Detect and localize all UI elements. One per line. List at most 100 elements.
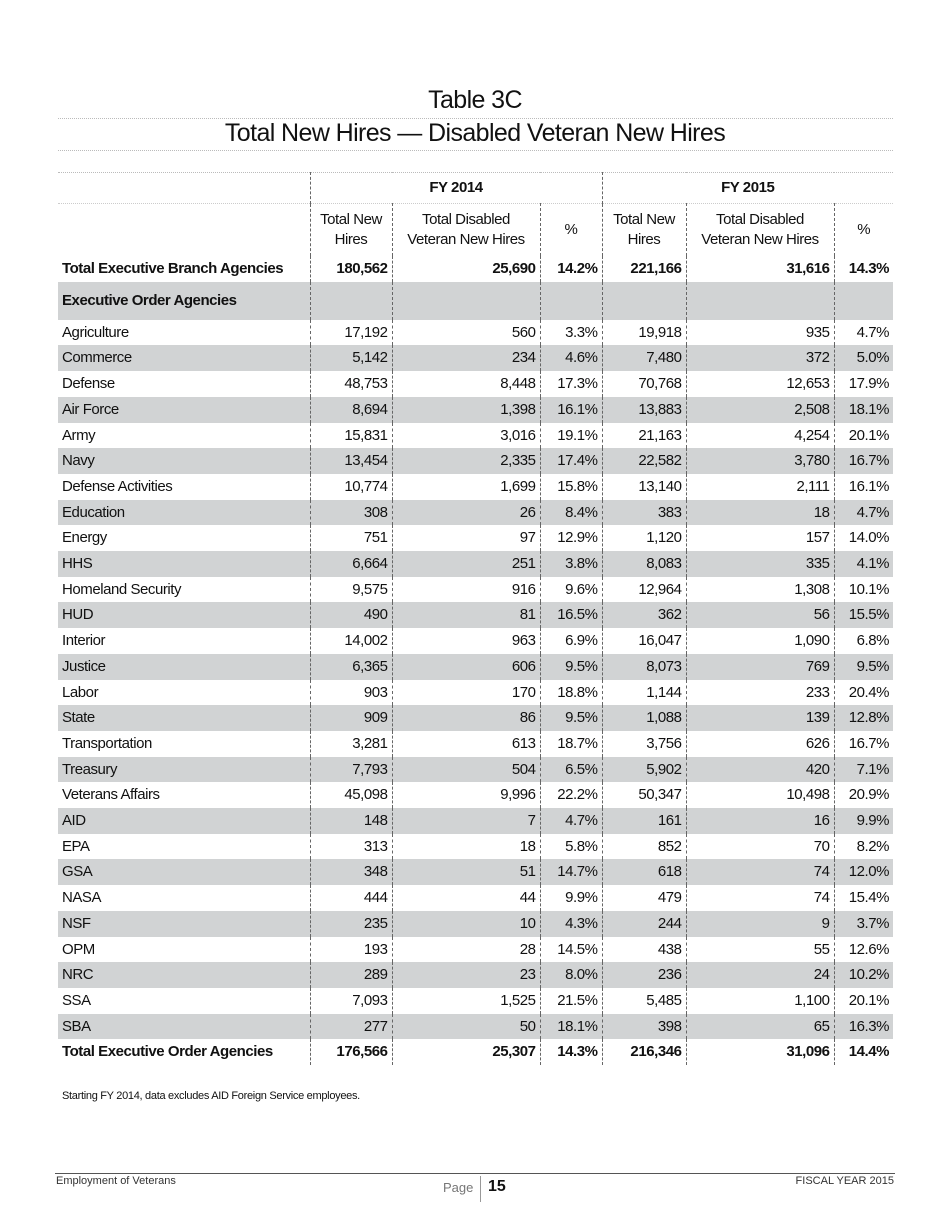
cell-value: 176,566 <box>309 1039 392 1066</box>
cell-value: 56 <box>685 602 834 629</box>
cell-value: 25,690 <box>391 256 540 282</box>
row-label: NASA <box>62 889 102 907</box>
cell-value: 444 <box>309 885 392 911</box>
cell-value: 22.2% <box>539 782 602 809</box>
cell-value: 157 <box>685 525 834 552</box>
row-label: Defense <box>62 375 115 393</box>
cell-value: 4.7% <box>833 499 893 526</box>
cell-value: 14.0% <box>833 525 893 552</box>
cell-value: 490 <box>309 602 392 629</box>
cell-value: 21.5% <box>539 987 602 1014</box>
row-label: Total Executive Branch Agencies <box>62 260 284 277</box>
cell-value: 50,347 <box>601 782 686 809</box>
cell-value: 348 <box>309 859 392 886</box>
cell-value: 1,398 <box>391 396 540 423</box>
cell-value: 9.5% <box>539 705 602 731</box>
cell-value: 1,144 <box>601 679 686 706</box>
cell-value: 70,768 <box>601 371 686 397</box>
cell-value: 16.7% <box>833 448 893 474</box>
cell-value: 16.5% <box>539 602 602 629</box>
footer-right: FISCAL YEAR 2015 <box>795 1175 894 1187</box>
cell-value: 7,093 <box>309 987 392 1014</box>
cell-value: 20.9% <box>833 782 893 809</box>
cell-value: 1,699 <box>391 473 540 500</box>
table-row: SBA 277 50 18.1% 398 65 16.3% <box>58 1013 893 1040</box>
cell-value: 8,448 <box>391 371 540 397</box>
cell-value: 618 <box>601 859 686 886</box>
row-label: Army <box>62 426 96 444</box>
cell-value: 903 <box>309 679 392 706</box>
cell-value: 12.8% <box>833 705 893 731</box>
empty-cell <box>601 281 686 320</box>
cell-value: 10,774 <box>309 473 392 500</box>
table-row: NASA 444 44 9.9% 479 74 15.4% <box>58 885 893 911</box>
cell-value: 14.7% <box>539 859 602 886</box>
cell-value: 751 <box>309 525 392 552</box>
cell-value: 769 <box>685 653 834 680</box>
cell-value: 244 <box>601 910 686 937</box>
cell-value: 216,346 <box>601 1039 686 1066</box>
cell-value: 383 <box>601 499 686 526</box>
table-row: Interior 14,002 963 6.9% 16,047 1,090 6.8% <box>58 628 893 654</box>
cell-value: 606 <box>391 653 540 680</box>
row-label: Treasury <box>58 756 310 783</box>
cell-value: 193 <box>309 936 392 963</box>
table-row: HHS 6,664 251 3.8% 8,083 335 4.1% <box>58 551 893 577</box>
cell-value: 4.6% <box>539 345 602 372</box>
cell-value: 9.9% <box>539 885 602 911</box>
footer-divider <box>55 1173 895 1174</box>
divider <box>58 118 893 119</box>
cell-value: 6,664 <box>309 551 392 577</box>
row-label: Justice <box>58 653 310 680</box>
cell-value: 10,498 <box>685 782 834 809</box>
cell-value: 7,480 <box>601 345 686 372</box>
row-label: GSA <box>58 859 310 886</box>
cell-value: 23 <box>391 962 540 988</box>
cell-value: 8,083 <box>601 551 686 577</box>
cell-value: 17.9% <box>833 371 893 397</box>
table-row: Treasury 7,793 504 6.5% 5,902 420 7.1% <box>58 756 893 783</box>
row-label: AID <box>58 808 310 834</box>
cell-value: 4.7% <box>833 319 893 346</box>
cell-value: 1,525 <box>391 987 540 1014</box>
cell-value: 81 <box>391 602 540 629</box>
cell-value: 3,780 <box>685 448 834 474</box>
cell-value: 963 <box>391 628 540 654</box>
fy2015-header: FY 2015 <box>601 172 893 204</box>
cell-value: 4.3% <box>539 910 602 937</box>
cell-value: 15.4% <box>833 885 893 911</box>
table-row: Commerce 5,142 234 4.6% 7,480 372 5.0% <box>58 345 893 372</box>
cell-value: 233 <box>685 679 834 706</box>
cell-value: 26 <box>391 499 540 526</box>
cell-value: 4,254 <box>685 422 834 449</box>
cell-value: 8,073 <box>601 653 686 680</box>
table-row: NSF 235 10 4.3% 244 9 3.7% <box>58 910 893 937</box>
cell-value: 289 <box>309 962 392 988</box>
cell-value: 3,016 <box>391 422 540 449</box>
column-header: Total New Hires <box>601 203 686 256</box>
cell-value: 6.9% <box>539 628 602 654</box>
cell-value: 335 <box>685 551 834 577</box>
footnote: Starting FY 2014, data excludes AID Fore… <box>62 1090 360 1102</box>
cell-value: 9,996 <box>391 782 540 809</box>
column-header: % <box>539 203 602 256</box>
table-number: Table 3C <box>428 86 522 114</box>
row-label: Air Force <box>58 396 310 423</box>
cell-value: 626 <box>685 730 834 757</box>
cell-value: 170 <box>391 679 540 706</box>
empty-cell <box>833 281 893 320</box>
cell-value: 50 <box>391 1013 540 1040</box>
cell-value: 18.1% <box>539 1013 602 1040</box>
cell-value: 313 <box>309 833 392 860</box>
row-label: Education <box>58 499 310 526</box>
cell-value: 3.8% <box>539 551 602 577</box>
cell-value: 1,090 <box>685 628 834 654</box>
cell-value: 852 <box>601 833 686 860</box>
header-row-columns: Total New Hires Total Disabled Veteran New … <box>58 203 893 256</box>
row-label: NRC <box>58 962 310 988</box>
cell-value: 9.6% <box>539 576 602 603</box>
cell-value: 251 <box>391 551 540 577</box>
cell-value: 7,793 <box>309 756 392 783</box>
cell-value: 20.4% <box>833 679 893 706</box>
table-row: Education 308 26 8.4% 383 18 4.7% <box>58 499 893 526</box>
